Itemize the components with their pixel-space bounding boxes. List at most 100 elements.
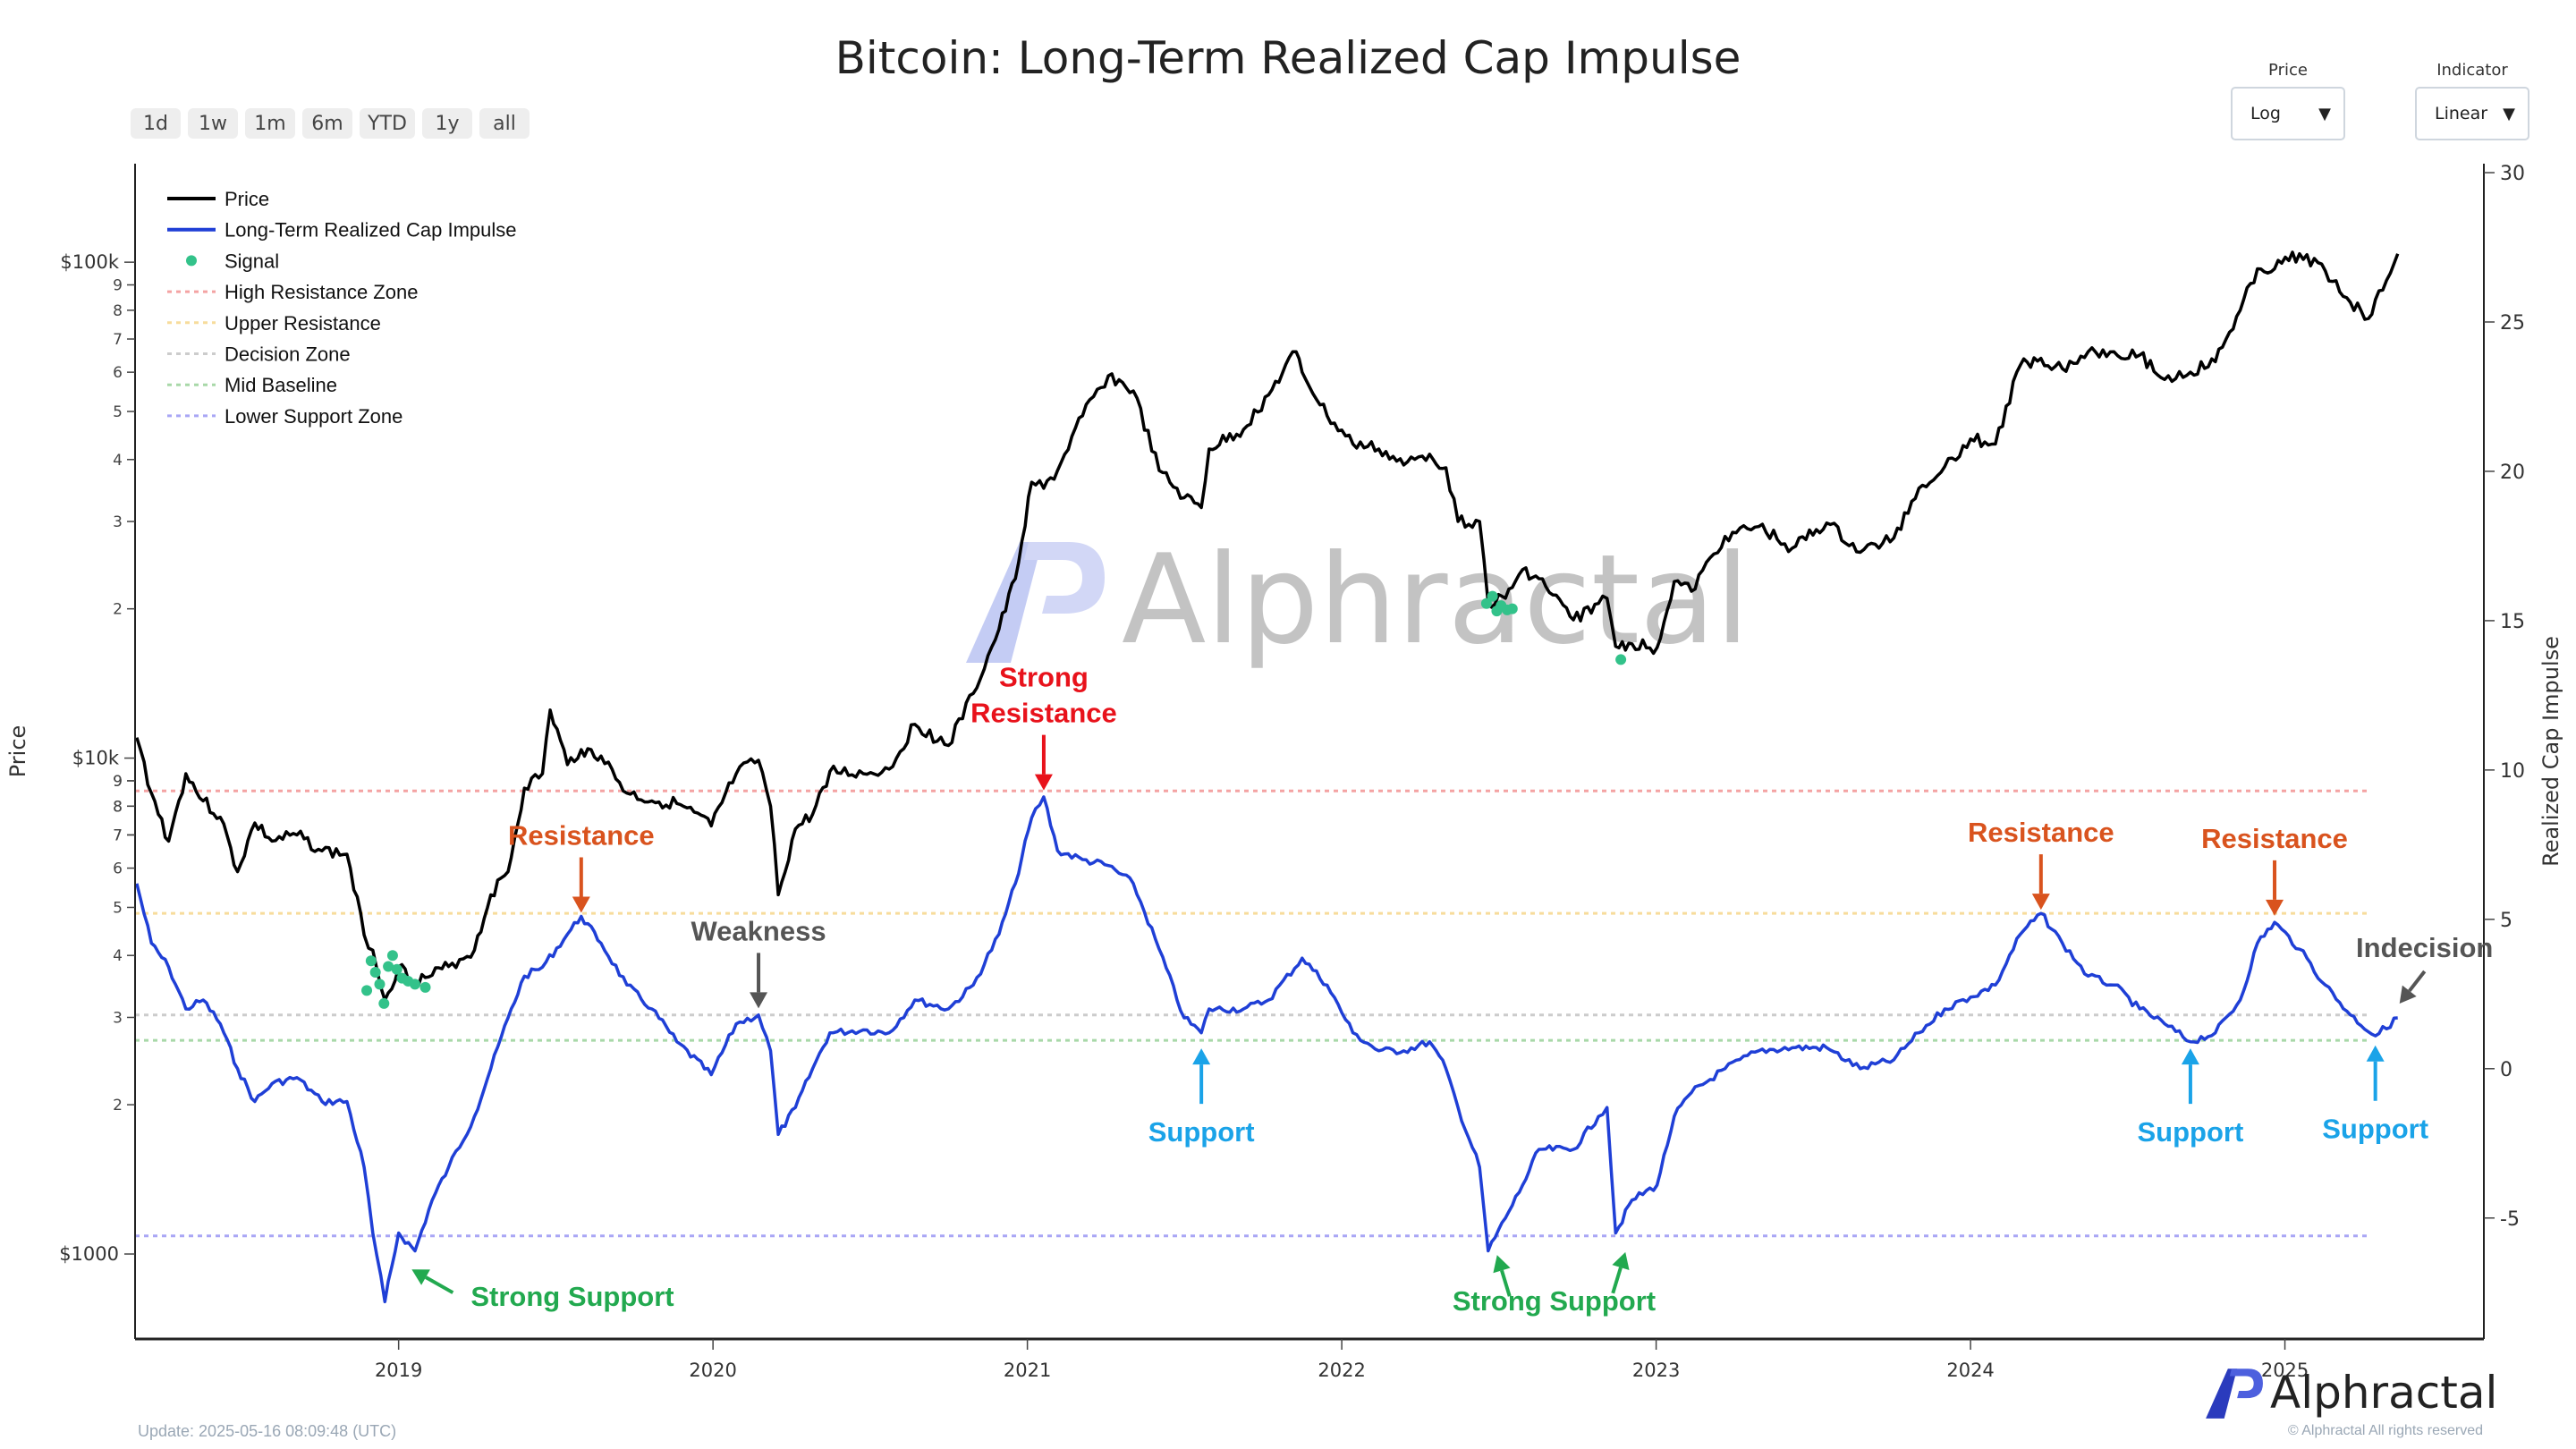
annotation-label: Resistance	[2201, 823, 2348, 854]
price-scale-select[interactable]: Log ▼	[2231, 87, 2345, 140]
y-left-minor-tick-label: 2	[113, 601, 123, 619]
range-1d-button[interactable]: 1d	[131, 108, 181, 139]
price-scale-group: Price Log ▼	[2231, 61, 2345, 140]
annotation-arrowhead-icon	[1612, 1251, 1630, 1270]
y-right-tick-label: 15	[2500, 611, 2525, 633]
y-right-tick-label: 20	[2500, 462, 2525, 484]
signal-point	[369, 966, 381, 978]
annotation-arrowhead-icon	[2031, 894, 2050, 911]
y-left-minor-tick-label: 5	[113, 899, 123, 917]
legend-label: Decision Zone	[225, 343, 351, 366]
annotation-arrowhead-icon	[411, 1269, 430, 1285]
range-6m-button[interactable]: 6m	[302, 108, 352, 139]
annotation-arrowhead-icon	[2399, 985, 2417, 1004]
alphractal-logo-icon	[2206, 1368, 2263, 1419]
legend-label: Upper Resistance	[225, 312, 381, 335]
y-left-axis-title: Price	[5, 725, 30, 778]
y-left-minor-tick-label: 3	[113, 1009, 123, 1027]
y-left-minor-tick-label: 6	[113, 364, 123, 382]
copyright: © Alphractal All rights reserved	[2287, 1423, 2483, 1438]
signal-point	[386, 950, 398, 962]
annotation-arrowhead-icon	[1493, 1255, 1511, 1274]
annotation-label: Strong	[999, 662, 1089, 693]
y-right-axis-title: Realized Cap Impulse	[2538, 636, 2563, 867]
annotation-label: Support	[2138, 1116, 2244, 1148]
brand-name: Alphractal	[2270, 1367, 2498, 1419]
signal-point	[374, 979, 386, 990]
legend-label: High Resistance Zone	[225, 281, 418, 303]
y-left-minor-tick-label: 8	[113, 798, 123, 816]
annotation-label: Support	[1148, 1116, 1255, 1148]
range-1m-button[interactable]: 1m	[245, 108, 295, 139]
x-tick-label: 2022	[1318, 1360, 1365, 1381]
annotation-label: Strong Support	[1453, 1285, 1656, 1317]
x-tick-label: 2019	[375, 1360, 422, 1381]
update-timestamp: Update: 2025-05-16 08:09:48 (UTC)	[138, 1422, 397, 1440]
annotation-label: Resistance	[508, 819, 655, 851]
annotation-arrowhead-icon	[1034, 774, 1053, 791]
y-left-minor-tick-label: 9	[113, 773, 123, 791]
indicator-scale-select[interactable]: Linear ▼	[2415, 87, 2529, 140]
range-all-button[interactable]: all	[479, 108, 530, 139]
y-right-tick-label: 0	[2500, 1059, 2512, 1081]
x-tick-label: 2024	[1946, 1360, 1994, 1381]
y-right-tick-label: 5	[2500, 910, 2512, 932]
signal-point	[378, 997, 390, 1009]
alphractal-logo-icon	[966, 541, 1105, 663]
annotation-label: Weakness	[691, 915, 826, 946]
y-right-tick-label: 10	[2500, 760, 2525, 783]
price-scale-value: Log	[2250, 104, 2281, 123]
x-tick-label: 2021	[1004, 1360, 1051, 1381]
y-left-tick-label: $10k	[72, 748, 120, 769]
y-left-minor-tick-label: 3	[113, 513, 123, 531]
legend-label: Lower Support Zone	[225, 405, 402, 428]
y-left-minor-tick-label: 4	[113, 947, 123, 965]
annotation-arrow-shaft	[1500, 1269, 1512, 1297]
y-left-minor-tick-label: 5	[113, 403, 123, 421]
range-1w-button[interactable]: 1w	[188, 108, 238, 139]
y-left-minor-tick-label: 7	[113, 826, 123, 844]
annotation-arrowhead-icon	[2366, 1045, 2385, 1062]
annotation-arrowhead-icon	[1192, 1048, 1211, 1065]
indicator-scale-value: Linear	[2435, 104, 2488, 123]
signal-point	[365, 955, 377, 967]
signal-point	[419, 981, 431, 993]
price-line	[135, 250, 2400, 1002]
annotation-label: Indecision	[2356, 932, 2493, 963]
y-right-tick-label: -5	[2500, 1208, 2520, 1231]
signal-point	[383, 961, 394, 972]
signal-point	[391, 963, 402, 975]
y-left-minor-tick-label: 9	[113, 277, 123, 295]
annotation-arrowhead-icon	[2266, 899, 2284, 916]
annotation-label: Resistance	[970, 698, 1117, 729]
legend-label: Signal	[225, 250, 279, 272]
y-left-minor-tick-label: 9	[113, 773, 123, 791]
dropdown-arrow-icon: ▼	[2503, 104, 2515, 123]
x-tick-label: 2020	[689, 1360, 736, 1381]
y-left-minor-tick-label: 8	[113, 798, 123, 816]
chart-title: Bitcoin: Long-Term Realized Cap Impulse	[835, 32, 1741, 84]
legend-label: Long-Term Realized Cap Impulse	[225, 219, 517, 242]
impulse-line	[135, 795, 2398, 1304]
price-scale-label: Price	[2268, 61, 2308, 80]
y-left-minor-tick-label: 6	[113, 860, 123, 878]
legend-label: Mid Baseline	[225, 374, 337, 396]
signal-point	[409, 979, 420, 990]
range-ytd-button[interactable]: YTD	[360, 108, 415, 139]
annotation-arrowhead-icon	[2181, 1048, 2199, 1065]
y-left-minor-tick-label: 2	[113, 1097, 123, 1114]
annotation-arrowhead-icon	[572, 896, 590, 913]
annotation-arrow-shaft	[425, 1275, 454, 1294]
signal-point	[361, 985, 373, 996]
y-left-minor-tick-label: 4	[113, 452, 123, 470]
indicator-scale-label: Indicator	[2436, 61, 2508, 80]
range-1y-button[interactable]: 1y	[422, 108, 472, 139]
annotation-arrow-shaft	[2408, 970, 2427, 993]
indicator-scale-group: Indicator Linear ▼	[2415, 61, 2529, 140]
legend-swatch-dot	[186, 255, 197, 267]
range-selector: 1d 1w 1m 6m YTD 1y all	[131, 108, 530, 139]
annotation-label: Support	[2322, 1114, 2428, 1145]
y-left-minor-tick-label: 7	[113, 331, 123, 349]
y-left-minor-tick-label: 7	[113, 826, 123, 844]
